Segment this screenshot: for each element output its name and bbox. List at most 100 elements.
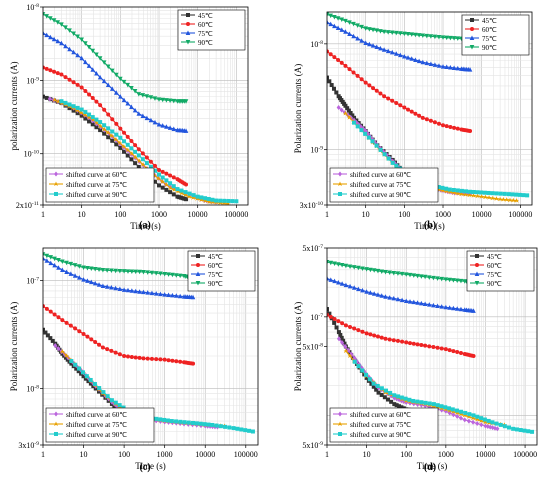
data-point-60c (468, 129, 473, 134)
data-point-90c (443, 277, 449, 282)
x-tick-label: 100000 (513, 450, 537, 459)
data-point-90c (397, 31, 403, 36)
data-point-shifted-curve-at-75c (64, 353, 70, 358)
data-point-60c (332, 55, 337, 60)
data-point-75c (405, 55, 411, 60)
data-point-90c (68, 261, 74, 267)
legend-marker-75c (185, 30, 191, 35)
data-point-75c (92, 280, 98, 286)
data-point-shifted-curve-at-90c (80, 370, 85, 375)
data-point-60c (114, 121, 119, 126)
data-point-90c (153, 271, 159, 276)
data-point-90c (104, 268, 110, 273)
data-point-shifted-curve-at-75c (168, 185, 174, 191)
data-point-shifted-curve-at-90c (475, 190, 480, 195)
data-point-shifted-curve-at-90c (443, 405, 448, 410)
data-point-shifted-curve-at-75c (514, 198, 520, 203)
data-point-60c (168, 173, 173, 178)
data-point-shifted-curve-at-90c (436, 185, 441, 190)
data-point-60c (471, 354, 476, 359)
data-point-75c (413, 57, 418, 62)
data-point-shifted-curve-at-75c (451, 190, 457, 195)
data-point-90c (160, 97, 166, 103)
data-point-75c (43, 255, 46, 261)
data-point-60c (129, 354, 134, 359)
data-point-shifted-curve-at-90c (183, 190, 188, 195)
data-point-60c (174, 359, 179, 364)
data-point-75c (170, 292, 175, 298)
data-point-60c (387, 337, 392, 342)
data-point-shifted-curve-at-90c (366, 135, 371, 140)
data-point-90c (63, 25, 68, 30)
data-point-90c (379, 269, 385, 274)
data-point-45c (385, 397, 390, 402)
data-point-shifted-curve-at-90c (514, 192, 519, 197)
data-point-90c (374, 28, 380, 33)
data-point-75c (409, 56, 415, 61)
data-point-90c (56, 258, 61, 263)
data-point-90c (94, 52, 99, 58)
data-point-shifted-curve-at-90c (210, 197, 215, 202)
legend-label-90c: 90℃ (487, 280, 502, 288)
data-point-75c (343, 282, 349, 288)
data-point-75c (458, 306, 464, 312)
data-point-75c (391, 295, 397, 301)
x-tick-label: 1000 (151, 210, 167, 219)
data-point-shifted-curve-at-90c (162, 417, 167, 422)
data-point-75c (60, 267, 65, 273)
data-point-shifted-curve-at-75c (474, 417, 480, 422)
data-point-shifted-curve-at-75c (467, 192, 473, 198)
data-point-shifted-curve-at-75c (479, 194, 485, 199)
data-point-90c (454, 278, 460, 283)
data-point-60c (431, 345, 436, 350)
legend-marker-75c (195, 271, 201, 276)
data-point-60c (162, 357, 167, 362)
legend-box (329, 407, 439, 443)
data-point-90c (43, 12, 46, 17)
data-point-shifted-curve-at-90c (403, 396, 408, 401)
data-point-shifted-curve-at-90c (352, 359, 357, 364)
data-point-75c (55, 38, 61, 44)
data-point-60c (63, 75, 68, 80)
data-point-shifted-curve-at-90c (202, 422, 207, 427)
legend-marker-75c (469, 35, 475, 40)
data-point-75c (63, 43, 68, 49)
data-point-shifted-curve-at-75c (497, 196, 503, 202)
legend-marker-60c (196, 263, 200, 267)
data-point-45c (327, 307, 329, 312)
x-tick-label: 10 (80, 450, 88, 459)
legend-label-90c: 90℃ (198, 39, 213, 47)
legend-label-shifted-curve-at-90c: shifted curve at 90℃ (350, 431, 411, 439)
data-point-90c (413, 32, 418, 38)
data-point-shifted-curve-at-75c (140, 162, 146, 167)
data-point-75c (162, 292, 167, 297)
data-point-shifted-curve-at-90c (69, 358, 74, 363)
y-tick-label: 10-9 (26, 76, 39, 85)
data-point-60c (145, 356, 150, 361)
data-point-45c (133, 161, 138, 166)
data-point-75c (328, 277, 334, 282)
data-point-shifted-curve-at-90c (148, 164, 153, 169)
data-point-60c (98, 103, 103, 108)
y-tick-label: 5x10-8 (302, 343, 323, 352)
data-point-75c (141, 289, 146, 295)
data-point-75c (419, 300, 424, 306)
data-point-60c (427, 344, 432, 349)
data-point-shifted-curve-at-90c (455, 188, 460, 193)
data-point-45c (102, 131, 107, 136)
data-point-90c (407, 272, 413, 278)
data-point-60c (372, 333, 377, 338)
data-point-75c (351, 33, 356, 39)
data-point-shifted-curve-at-90c (97, 386, 102, 391)
data-point-75c (117, 286, 123, 292)
data-point-shifted-curve-at-90c (447, 406, 452, 411)
data-point-shifted-curve-at-90c (191, 193, 196, 198)
data-point-60c (102, 107, 107, 112)
data-point-shifted-curve-at-60c (56, 346, 61, 352)
legend-marker-shifted-curve-at-90c (54, 432, 58, 436)
data-point-60c (371, 86, 376, 91)
data-point-90c (140, 93, 146, 98)
data-point-90c (336, 262, 341, 267)
data-point-shifted-curve-at-90c (419, 400, 424, 405)
data-point-60c (67, 77, 72, 82)
